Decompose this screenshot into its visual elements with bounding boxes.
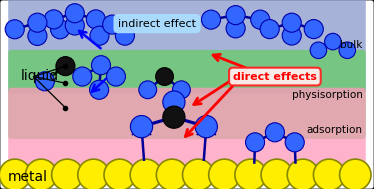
Circle shape: [282, 26, 301, 45]
Circle shape: [65, 16, 84, 35]
Circle shape: [282, 13, 301, 32]
Circle shape: [285, 133, 304, 152]
Text: physisorption: physisorption: [292, 90, 363, 99]
Circle shape: [226, 6, 245, 25]
Circle shape: [310, 42, 327, 59]
Circle shape: [106, 67, 125, 86]
Text: metal: metal: [7, 170, 47, 184]
Circle shape: [52, 159, 83, 189]
Circle shape: [261, 159, 292, 189]
Circle shape: [163, 91, 185, 113]
Circle shape: [73, 67, 92, 86]
Circle shape: [304, 20, 323, 39]
Circle shape: [50, 20, 70, 39]
Circle shape: [209, 159, 240, 189]
Circle shape: [172, 81, 190, 99]
Circle shape: [139, 81, 157, 99]
Circle shape: [115, 26, 135, 45]
Circle shape: [5, 20, 24, 39]
Text: liquid: liquid: [21, 69, 59, 83]
Text: adsorption: adsorption: [307, 125, 363, 135]
Circle shape: [235, 159, 266, 189]
FancyBboxPatch shape: [8, 0, 366, 94]
Circle shape: [163, 106, 185, 128]
Circle shape: [265, 123, 284, 142]
Circle shape: [86, 10, 105, 29]
FancyBboxPatch shape: [8, 50, 366, 139]
Circle shape: [287, 159, 319, 189]
Text: indirect effect: indirect effect: [118, 19, 196, 29]
Circle shape: [245, 133, 264, 152]
FancyBboxPatch shape: [8, 88, 366, 173]
Circle shape: [130, 159, 162, 189]
Circle shape: [202, 10, 221, 29]
Circle shape: [156, 68, 174, 85]
Circle shape: [260, 20, 279, 39]
Circle shape: [28, 26, 47, 45]
Circle shape: [78, 159, 109, 189]
Circle shape: [102, 15, 122, 34]
Circle shape: [195, 115, 217, 138]
Circle shape: [131, 115, 153, 138]
Circle shape: [56, 57, 75, 76]
Circle shape: [226, 19, 245, 38]
Circle shape: [91, 56, 111, 75]
Circle shape: [156, 159, 188, 189]
Circle shape: [340, 159, 371, 189]
Text: bulk: bulk: [340, 40, 363, 50]
Circle shape: [44, 10, 63, 29]
Circle shape: [325, 33, 341, 50]
Circle shape: [0, 159, 31, 189]
Circle shape: [90, 26, 109, 45]
Circle shape: [183, 159, 214, 189]
Circle shape: [25, 159, 57, 189]
Circle shape: [65, 4, 84, 23]
Circle shape: [89, 80, 108, 99]
Circle shape: [251, 10, 270, 29]
Circle shape: [339, 42, 356, 59]
Circle shape: [35, 72, 54, 91]
Circle shape: [104, 159, 135, 189]
Circle shape: [28, 13, 47, 32]
Circle shape: [313, 159, 345, 189]
Text: direct effects: direct effects: [233, 72, 317, 81]
